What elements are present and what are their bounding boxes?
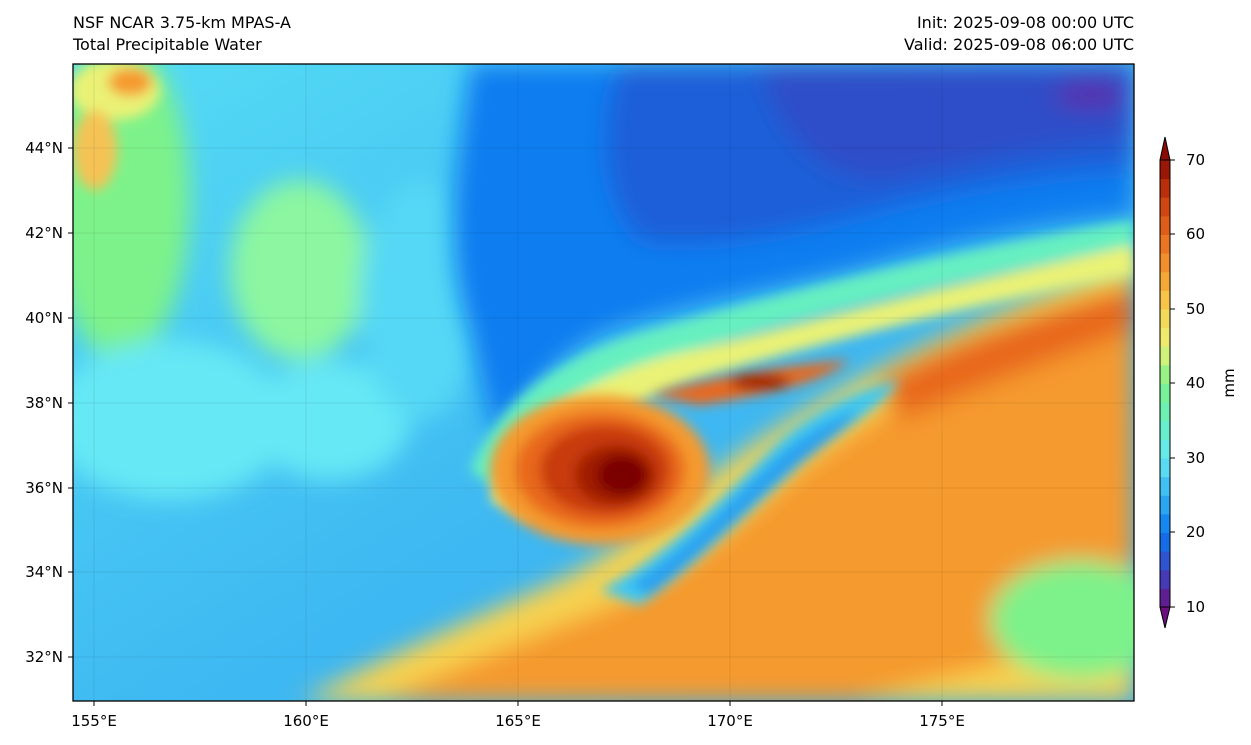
lat-label-32n: 32°N bbox=[25, 648, 63, 666]
latitude-axis: 44°N 42°N 40°N 38°N 36°N 34°N 32°N bbox=[25, 139, 73, 666]
field-title: Total Precipitable Water bbox=[73, 35, 262, 54]
colorbar-label-50: 50 bbox=[1186, 300, 1205, 318]
lon-label-165e: 165°E bbox=[495, 712, 541, 730]
colorbar-band bbox=[1160, 383, 1170, 403]
lon-label-155e: 155°E bbox=[71, 712, 117, 730]
colorbar-band bbox=[1160, 309, 1170, 329]
colorbar-band bbox=[1160, 178, 1170, 198]
colorbar: 70 60 50 40 30 20 10 mm bbox=[1159, 136, 1238, 629]
colorbar-band bbox=[1160, 476, 1170, 496]
title-left: NSF NCAR 3.75-km MPAS-A Total Precipitab… bbox=[73, 12, 291, 56]
lon-label-175e: 175°E bbox=[919, 712, 965, 730]
colorbar-band bbox=[1160, 402, 1170, 422]
colorbar-band bbox=[1160, 197, 1170, 217]
colorbar-label-30: 30 bbox=[1186, 449, 1205, 467]
colorbar-band bbox=[1160, 327, 1170, 347]
colorbar-extend-min bbox=[1159, 606, 1171, 629]
colorbar-band bbox=[1160, 532, 1170, 552]
valid-time: Valid: 2025-09-08 06:00 UTC bbox=[903, 35, 1134, 54]
colorbar-band bbox=[1160, 458, 1170, 478]
lat-label-38n: 38°N bbox=[25, 394, 63, 412]
lat-label-36n: 36°N bbox=[25, 479, 63, 497]
colorbar-units: mm bbox=[1220, 368, 1238, 397]
colorbar-label-60: 60 bbox=[1186, 225, 1205, 243]
lon-label-160e: 160°E bbox=[283, 712, 329, 730]
colorbar-band bbox=[1160, 420, 1170, 440]
colorbar-band bbox=[1160, 551, 1170, 571]
tpw-field bbox=[73, 64, 1134, 701]
colorbar-label-20: 20 bbox=[1186, 523, 1205, 541]
gridlines bbox=[73, 64, 1134, 701]
lat-label-42n: 42°N bbox=[25, 224, 63, 242]
colorbar-band bbox=[1160, 346, 1170, 366]
colorbar-bands bbox=[1160, 160, 1170, 608]
colorbar-band bbox=[1160, 234, 1170, 254]
colorbar-band bbox=[1160, 364, 1170, 384]
init-time: Init: 2025-09-08 00:00 UTC bbox=[916, 13, 1134, 32]
colorbar-band bbox=[1160, 253, 1170, 273]
map-frame bbox=[72, 63, 1135, 702]
colorbar-band bbox=[1160, 290, 1170, 310]
colorbar-band bbox=[1160, 513, 1170, 533]
colorbar-label-10: 10 bbox=[1186, 598, 1205, 616]
colorbar-band bbox=[1160, 495, 1170, 515]
colorbar-band bbox=[1160, 439, 1170, 459]
lat-label-34n: 34°N bbox=[25, 563, 63, 581]
lat-label-40n: 40°N bbox=[25, 309, 63, 327]
colorbar-extend-max bbox=[1159, 136, 1171, 161]
lat-label-44n: 44°N bbox=[25, 139, 63, 157]
longitude-axis: 155°E 160°E 165°E 170°E 175°E bbox=[71, 701, 965, 730]
title-right: Init: 2025-09-08 00:00 UTC Valid: 2025-0… bbox=[734, 12, 1134, 56]
lon-label-170e: 170°E bbox=[707, 712, 753, 730]
colorbar-band bbox=[1160, 215, 1170, 235]
colorbar-band bbox=[1160, 160, 1170, 180]
colorbar-band bbox=[1160, 569, 1170, 589]
colorbar-band bbox=[1160, 271, 1170, 291]
colorbar-label-70: 70 bbox=[1186, 151, 1205, 169]
colorbar-label-40: 40 bbox=[1186, 374, 1205, 392]
colorbar-band bbox=[1160, 588, 1170, 608]
model-title: NSF NCAR 3.75-km MPAS-A bbox=[73, 13, 291, 32]
